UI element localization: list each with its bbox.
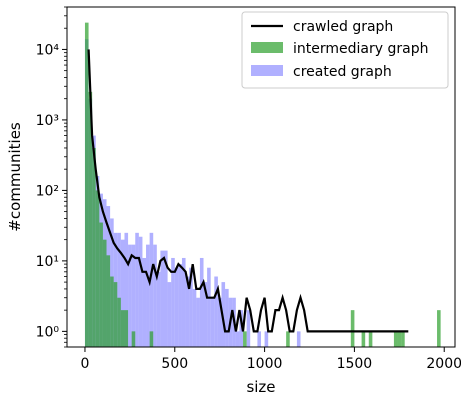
created-graph-bar-11 [124, 232, 129, 347]
intermediary-graph-bar-9 [117, 297, 121, 347]
intermediary-graph-bar-0 [84, 22, 89, 347]
created-graph-bar-45 [257, 331, 261, 347]
created-graph-bar-37 [217, 297, 222, 347]
plot-frame [66, 6, 456, 348]
y-tick-label: 10³ [36, 113, 59, 129]
x-axis: 0 500 1000 1500 2000 [81, 347, 461, 372]
intermediary-graph-bar-4 [99, 222, 103, 347]
created-graph-bar-13 [131, 244, 136, 347]
intermediary-graph-bar-13 [149, 331, 154, 347]
x-tick-label: 1500 [337, 356, 373, 372]
intermediary-graph-bar-15 [286, 331, 290, 347]
x-tick-label: 1000 [247, 356, 283, 372]
created-graph-bar-46 [264, 331, 269, 347]
created-graph-bar-36 [214, 276, 218, 347]
legend-label-crawled: crawled graph [293, 19, 393, 35]
created-graph-bar-28 [185, 276, 190, 347]
x-axis-label: size [246, 378, 275, 396]
legend: crawled graph intermediary graph created… [241, 11, 449, 89]
intermediary-graph-bar-2 [92, 147, 96, 347]
created-graph-bar-44 [246, 310, 251, 347]
created-graph-bar-14 [135, 232, 139, 347]
created-graph-bar-34 [207, 267, 211, 347]
intermediary-graph-bar-5 [102, 239, 107, 347]
legend-swatch-created [251, 65, 283, 76]
legend-swatch-intermediary [251, 42, 283, 53]
intermediary-graph-bar-10 [120, 310, 125, 347]
created-graph-bar-43 [239, 310, 244, 347]
created-graph-bar-22 [164, 250, 168, 347]
created-graph-bar-15 [138, 236, 143, 347]
created-graph-bar-20 [156, 271, 161, 347]
intermediary-graph-bar-19 [393, 331, 398, 347]
intermediary-graph-bar-14 [243, 331, 247, 347]
intermediary-graph-bar-20 [397, 331, 402, 347]
y-axis-label: #communities [6, 122, 24, 232]
created-graph-bar-19 [153, 244, 157, 347]
y-axis: 10⁰ 10¹ 10² 10³ 10⁴ [36, 6, 67, 348]
intermediary-graph-bar-8 [113, 282, 118, 347]
created-graph-bar-26 [178, 264, 182, 347]
intermediary-graph-bar-3 [95, 190, 100, 347]
created-graph-bar-32 [199, 257, 204, 347]
created-graph-bar-42 [235, 331, 240, 347]
created-graph-bar-30 [192, 288, 197, 347]
created-graph-bar-21 [160, 250, 164, 347]
x-tick-label: 2000 [426, 356, 461, 372]
y-tick-label: 10² [36, 183, 59, 199]
intermediary-graph-bar-11 [124, 310, 129, 347]
crawled-graph-line [87, 49, 409, 333]
created-graph-bar-35 [210, 297, 215, 347]
created-graph-bar-27 [181, 257, 186, 347]
created-graph-bar-18 [149, 232, 154, 347]
x-tick-label: 500 [161, 356, 188, 372]
created-graph-bar-17 [146, 244, 150, 347]
x-tick-label: 0 [81, 356, 90, 372]
intermediary-graph-bar-6 [106, 255, 111, 347]
created-graph-bar-24 [171, 257, 175, 347]
created-graph-bar-33 [203, 282, 208, 347]
created-graph-bar-39 [225, 288, 229, 347]
legend-box [241, 11, 449, 89]
intermediary-graph-bar-17 [361, 331, 366, 347]
created-graph-bar-23 [167, 282, 172, 347]
y-tick-label: 10⁰ [36, 324, 60, 340]
intermediary-graph-bars [84, 22, 441, 347]
created-graph-bar-31 [196, 297, 200, 347]
intermediary-graph-bar-12 [131, 331, 136, 347]
y-tick-label: 10⁴ [36, 42, 60, 58]
created-graph-bar-12 [128, 244, 132, 347]
created-graph-bar-9 [117, 232, 121, 347]
created-graph-bar-47 [296, 331, 301, 347]
intermediary-graph-bar-7 [110, 276, 114, 347]
created-graph-bar-29 [189, 267, 193, 347]
y-tick-label: 10¹ [36, 254, 59, 270]
legend-label-created: created graph [293, 64, 392, 80]
intermediary-graph-bar-16 [350, 310, 355, 347]
created-graph-bar-16 [142, 257, 147, 347]
intermediary-graph-bar-18 [368, 331, 373, 347]
intermediary-graph-bar-21 [401, 331, 405, 347]
created-graph-bar-10 [120, 239, 125, 347]
intermediary-graph-bar-1 [88, 91, 93, 347]
created-graph-bar-25 [174, 267, 179, 347]
legend-label-intermediary: intermediary graph [293, 41, 428, 57]
intermediary-graph-bar-22 [437, 310, 441, 347]
